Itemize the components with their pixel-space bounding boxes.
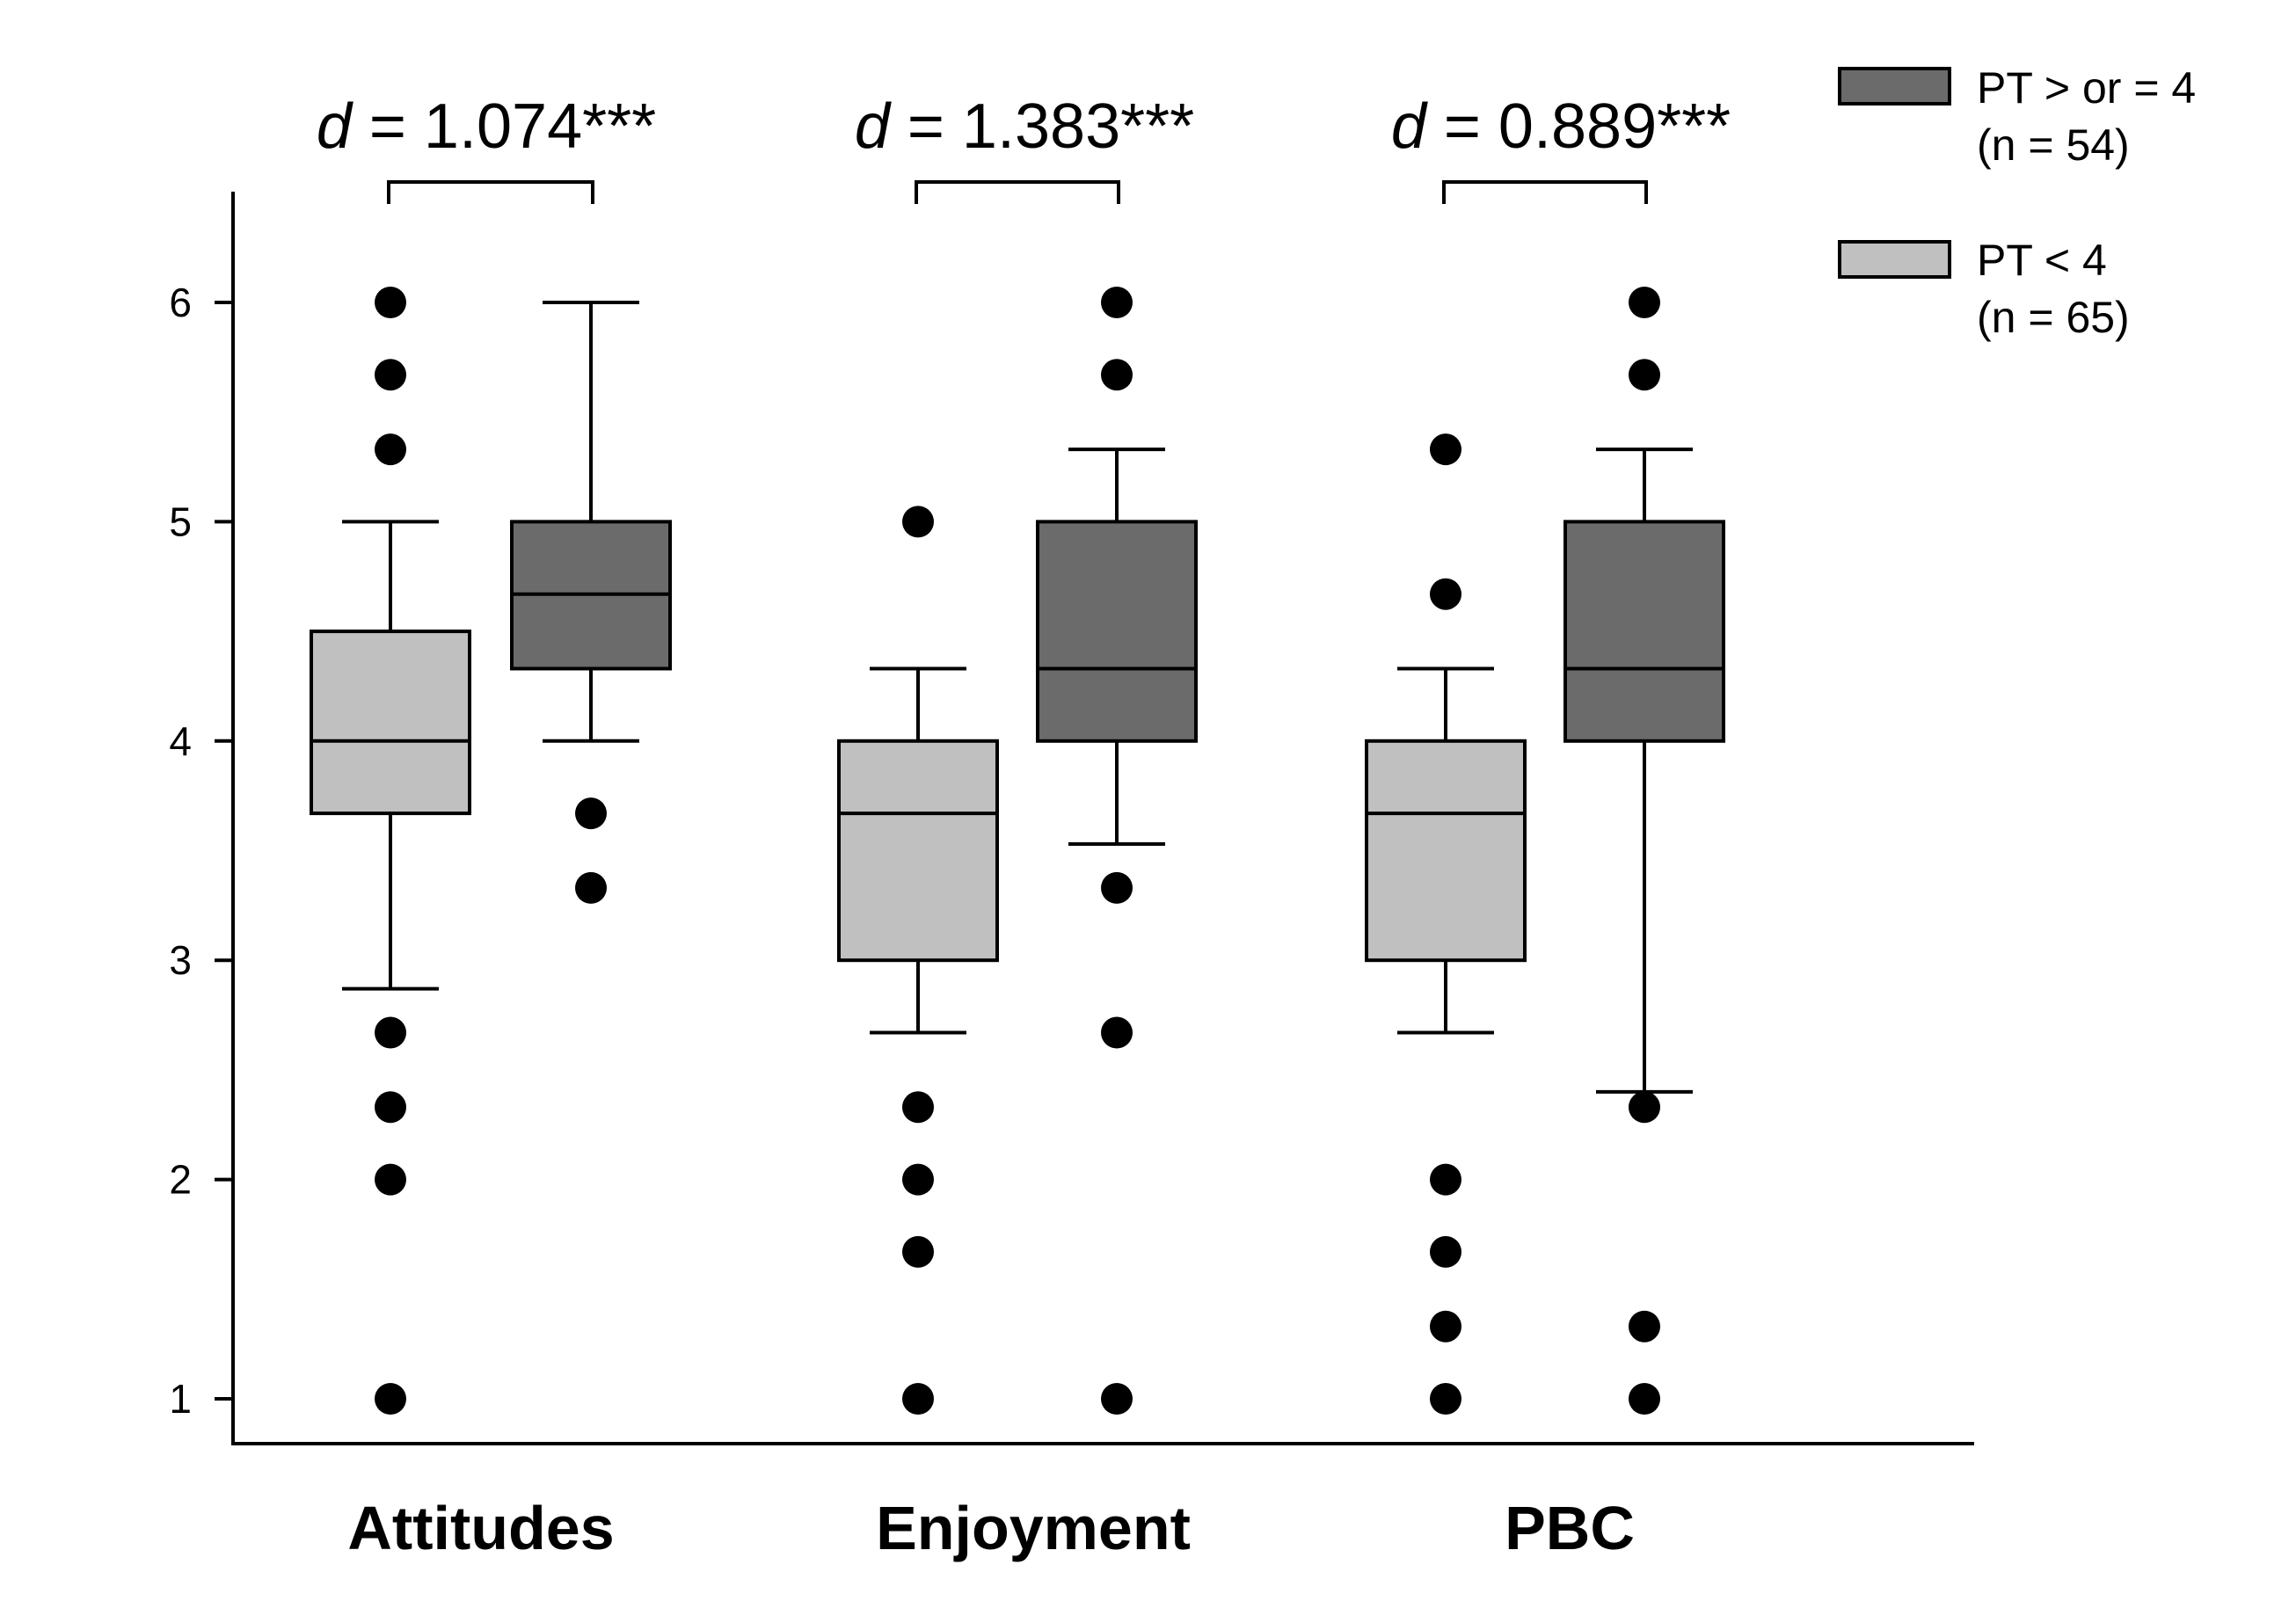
- box-low-enjoyment: [837, 666, 999, 1035]
- iqr-box: [310, 630, 471, 816]
- outlier-point: [902, 1383, 934, 1415]
- outlier-point: [375, 1163, 406, 1196]
- outlier-point: [1430, 1310, 1461, 1343]
- outlier-point: [1629, 287, 1660, 318]
- effect-symbol: d: [1391, 91, 1428, 162]
- box-high-attitudes: [510, 301, 672, 743]
- outlier-point: [1430, 1235, 1461, 1268]
- outlier-point: [575, 871, 607, 904]
- category-label: PBC: [1505, 1494, 1635, 1562]
- legend-sublabel-low: (n = 65): [1977, 293, 2130, 342]
- effect-value: = 0.889***: [1426, 91, 1731, 162]
- outlier-point: [902, 1163, 934, 1196]
- box-low-pbc: [1365, 666, 1527, 1035]
- outlier-point: [1101, 871, 1133, 904]
- significance-bracket: [1442, 180, 1648, 204]
- boxes: [310, 301, 1725, 1094]
- outlier-point: [902, 1235, 934, 1268]
- outlier-point: [902, 1091, 934, 1124]
- iqr-box: [837, 739, 999, 963]
- category-label: Enjoyment: [876, 1494, 1191, 1562]
- significance-bracket: [915, 180, 1120, 204]
- y-tick-label: 6: [169, 280, 192, 325]
- outlier-point: [902, 506, 934, 538]
- outlier-point: [1101, 1383, 1133, 1415]
- effect-size-labels: d = 1.074*** d = 1.383*** d = 0.889***: [317, 91, 1731, 162]
- legend: PT > or = 4 (n = 54) PT < 4 (n = 65): [1838, 63, 2196, 342]
- outlier-point: [375, 433, 406, 466]
- effect-brackets: [387, 180, 1648, 204]
- outlier-point: [1629, 1310, 1660, 1343]
- outlier-point: [375, 1091, 406, 1124]
- y-tick-label: 5: [169, 499, 192, 544]
- legend-label-low: PT < 4: [1977, 236, 2107, 285]
- outlier-point: [1430, 1383, 1461, 1415]
- effect-symbol: d: [317, 91, 354, 162]
- outlier-point: [1430, 578, 1461, 610]
- iqr-box: [1563, 520, 1725, 743]
- outlier-point: [1101, 359, 1133, 391]
- outlier-point: [1430, 433, 1461, 466]
- outlier-point: [375, 359, 406, 391]
- category-label: Attitudes: [347, 1494, 614, 1562]
- effect-value: = 1.383***: [890, 91, 1194, 162]
- outliers: [375, 287, 1660, 1415]
- y-tick-label: 3: [169, 937, 192, 983]
- iqr-box: [1036, 520, 1198, 743]
- effect-size-label: d = 1.074***: [317, 91, 656, 162]
- outlier-point: [375, 287, 406, 318]
- y-tick-label: 4: [169, 718, 192, 764]
- effect-size-label: d = 1.383***: [855, 91, 1194, 162]
- y-ticks: 1 2 3 4 5 6: [169, 280, 233, 1422]
- outlier-point: [1101, 1016, 1133, 1049]
- y-tick-label: 1: [169, 1376, 192, 1422]
- effect-size-label: d = 0.889***: [1391, 91, 1731, 162]
- outlier-point: [1101, 287, 1133, 318]
- outlier-point: [1629, 359, 1660, 391]
- box-low-attitudes: [310, 520, 471, 991]
- significance-bracket: [387, 180, 594, 204]
- effect-symbol: d: [855, 91, 892, 162]
- iqr-box: [1365, 739, 1527, 963]
- legend-swatch-high: [1838, 67, 1951, 106]
- outlier-point: [1629, 1383, 1660, 1415]
- axes: [231, 192, 1974, 1445]
- legend-sublabel-high: (n = 54): [1977, 120, 2130, 170]
- effect-value: = 1.074***: [352, 91, 656, 162]
- y-tick-label: 2: [169, 1157, 192, 1203]
- box-high-enjoyment: [1036, 448, 1198, 847]
- outlier-point: [375, 1016, 406, 1049]
- box-high-pbc: [1563, 448, 1725, 1094]
- outlier-point: [1430, 1163, 1461, 1196]
- category-labels: Attitudes Enjoyment PBC: [347, 1494, 1635, 1562]
- legend-swatch-low: [1838, 240, 1951, 279]
- outlier-point: [1629, 1091, 1660, 1124]
- outlier-point: [575, 797, 607, 830]
- legend-label-high: PT > or = 4: [1977, 63, 2196, 113]
- outlier-point: [375, 1383, 406, 1415]
